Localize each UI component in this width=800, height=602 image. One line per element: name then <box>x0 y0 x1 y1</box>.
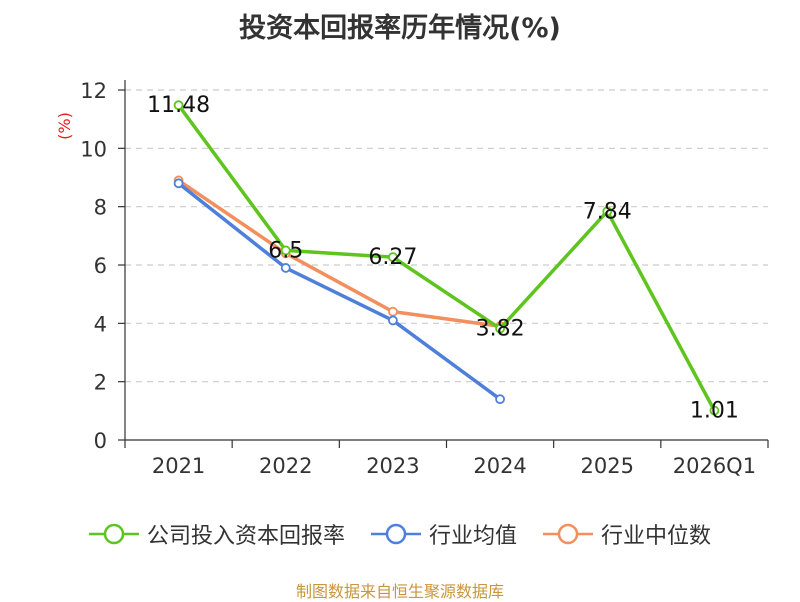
data-point <box>602 206 613 217</box>
x-tick-label: 2022 <box>259 454 312 478</box>
y-axis-label: (%) <box>55 112 74 140</box>
data-point <box>709 405 720 416</box>
data-label: 11.48 <box>147 93 210 118</box>
data-label: 6.5 <box>268 238 303 263</box>
data-label: 6.27 <box>368 245 417 270</box>
data-point <box>495 323 505 334</box>
data-point <box>388 252 398 263</box>
y-tick-label: 0 <box>94 429 107 453</box>
data-point <box>173 100 184 111</box>
source-note: 制图数据来自恒生聚源数据库 <box>295 582 504 601</box>
x-tick-label: 2025 <box>581 454 634 478</box>
data-label: 7.84 <box>583 199 632 224</box>
y-tick-label: 2 <box>94 371 107 395</box>
y-tick-label: 6 <box>94 254 107 278</box>
series-line <box>177 178 501 328</box>
y-tick-label: 12 <box>80 79 107 103</box>
data-point <box>280 263 291 273</box>
legend-swatch <box>88 523 139 545</box>
data-label: 3.82 <box>476 317 525 342</box>
y-tick-label: 8 <box>94 196 107 220</box>
x-tick-label: 2021 <box>152 454 205 478</box>
x-tick-label: 2026Q1 <box>673 454 756 478</box>
data-point <box>388 315 398 326</box>
x-tick-label: 2023 <box>366 454 419 478</box>
legend: 公司投入资本回报率 行业均值 行业中位数 <box>0 518 800 550</box>
chart-title: 投资本回报率历年情况(%) <box>239 13 561 44</box>
data-label: 1.01 <box>690 399 739 424</box>
y-tick-label: 10 <box>80 137 107 161</box>
series-line <box>177 181 502 401</box>
legend-item[interactable]: 行业中位数 <box>543 518 711 550</box>
data-point <box>173 178 184 189</box>
y-tick-label: 4 <box>94 312 107 336</box>
series-line <box>177 104 716 412</box>
legend-label: 公司投入资本回报率 <box>146 524 345 549</box>
legend-marker <box>557 523 579 545</box>
legend-label: 行业中位数 <box>601 524 712 549</box>
data-point <box>280 245 291 256</box>
data-point <box>388 306 398 317</box>
legend-item[interactable]: 行业均值 <box>370 518 517 550</box>
legend-item[interactable]: 公司投入资本回报率 <box>88 518 345 550</box>
legend-label: 行业均值 <box>428 524 517 549</box>
legend-marker <box>385 523 407 545</box>
legend-swatch <box>370 523 421 545</box>
x-tick-label: 2024 <box>473 454 526 478</box>
legend-swatch <box>543 523 593 545</box>
legend-marker <box>103 523 125 545</box>
data-point <box>495 394 505 405</box>
